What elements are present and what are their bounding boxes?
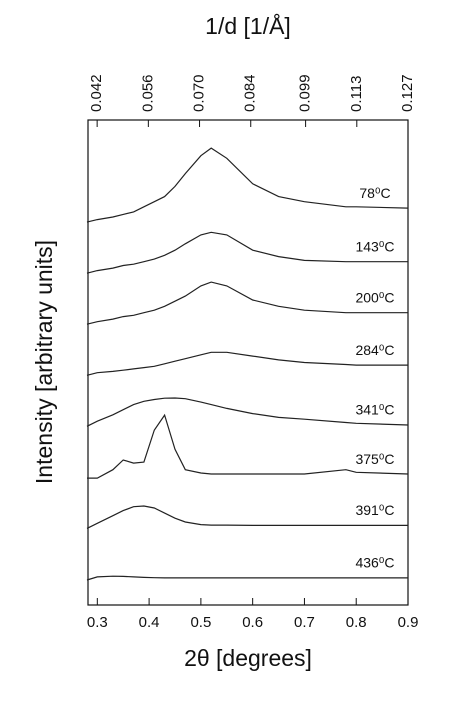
series-line xyxy=(86,397,409,427)
series-label: 375⁰C xyxy=(355,451,394,467)
x2-tick-label: 0.056 xyxy=(139,74,156,112)
series-label: 200⁰C xyxy=(355,289,394,305)
x-tick-label: 0.9 xyxy=(398,614,419,631)
x-tick-label: 0.3 xyxy=(87,614,108,631)
series-line xyxy=(86,505,408,529)
x-tick-label: 0.4 xyxy=(139,614,160,631)
series-line xyxy=(86,351,408,376)
series-label: 143⁰C xyxy=(355,238,394,254)
x2-tick-label: 0.127 xyxy=(399,74,416,112)
series-label: 78⁰C xyxy=(359,185,390,201)
x-tick-label: 0.5 xyxy=(190,614,211,631)
series-label: 341⁰C xyxy=(355,402,394,418)
series-label: 284⁰C xyxy=(355,342,394,358)
x2-tick-label: 0.070 xyxy=(191,74,208,112)
x-tick-label: 0.7 xyxy=(294,614,315,631)
series-line xyxy=(86,575,408,581)
series-line xyxy=(87,413,409,479)
series-line xyxy=(86,231,408,274)
series-line xyxy=(86,147,409,223)
series-line xyxy=(86,281,408,325)
x2-tick-label: 0.084 xyxy=(242,74,259,112)
series-label: 436⁰C xyxy=(355,555,394,571)
x2-tick-label: 0.113 xyxy=(348,76,365,112)
x-axis-title: 2θ [degrees] xyxy=(184,645,312,671)
top-axis-title: 1/d [1/Å] xyxy=(205,12,291,39)
x2-tick-label: 0.042 xyxy=(88,74,105,112)
x-tick-label: 0.8 xyxy=(346,614,367,631)
y-axis-title: Intensity [arbitrary units] xyxy=(31,240,57,484)
plot-frame xyxy=(87,119,409,606)
x2-tick-label: 0.099 xyxy=(297,74,314,112)
x-tick-label: 0.6 xyxy=(242,614,263,631)
series-label: 391⁰C xyxy=(355,502,394,518)
